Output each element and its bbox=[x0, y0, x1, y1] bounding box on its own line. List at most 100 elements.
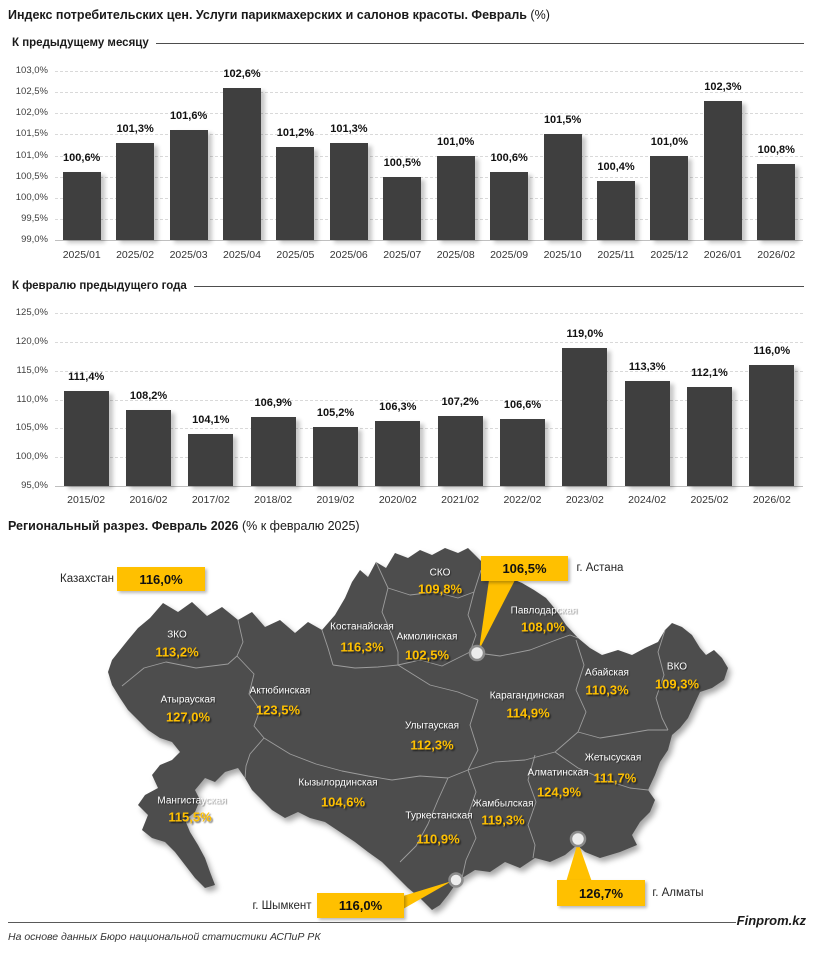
page-title-bold: Индекс потребительских цен. Услуги парик… bbox=[8, 8, 527, 22]
gridline bbox=[55, 313, 803, 314]
region-label: Жетысуская bbox=[584, 752, 642, 764]
bar bbox=[436, 155, 475, 240]
bar-value-label: 101,3% bbox=[116, 122, 154, 135]
map-section-header: Региональный разрез. Февраль 2026 (% к ф… bbox=[8, 519, 360, 533]
bar-value-label: 101,5% bbox=[543, 114, 582, 127]
x-tick-label: 2026/01 bbox=[703, 249, 742, 261]
gridline bbox=[55, 197, 803, 199]
region-label: Мангистауская bbox=[157, 795, 227, 807]
bar bbox=[703, 100, 742, 240]
region-value: 111,7% bbox=[593, 770, 637, 786]
gridline bbox=[55, 370, 803, 372]
kazakhstan-regional-map: Казахстан 116,0% 106,5% г. Астана г. Шым… bbox=[0, 540, 815, 940]
bar bbox=[437, 415, 483, 486]
bar bbox=[169, 130, 208, 240]
shymkent-marker bbox=[448, 872, 464, 888]
x-tick-label: 2025/09 bbox=[490, 249, 529, 261]
region-value: 116,3% bbox=[340, 639, 384, 655]
section-title-monthly: К предыдущему месяцу bbox=[12, 37, 149, 49]
bar-value-label: 119,0% bbox=[566, 327, 604, 340]
region-value: 127,0% bbox=[165, 709, 211, 725]
x-tick-label: 2025/08 bbox=[436, 249, 475, 261]
x-tick-label: 2018/02 bbox=[254, 494, 293, 506]
gridline bbox=[55, 71, 803, 72]
region-value: 124,9% bbox=[536, 784, 582, 800]
shymkent-label: г. Шымкент bbox=[252, 900, 312, 912]
gridline bbox=[55, 92, 803, 94]
bar bbox=[597, 180, 635, 240]
region-label: Павлодарская bbox=[510, 605, 578, 617]
region-value: 119,3% bbox=[481, 812, 525, 828]
bar bbox=[650, 155, 689, 240]
y-tick-label: 102,5% bbox=[15, 86, 48, 98]
x-tick-label: 2025/05 bbox=[276, 249, 315, 261]
page-title: Индекс потребительских цен. Услуги парик… bbox=[8, 8, 550, 22]
bar bbox=[126, 409, 171, 486]
bar bbox=[687, 387, 732, 486]
region-label: Актюбинская bbox=[249, 685, 311, 697]
x-tick-label: 2025/04 bbox=[223, 249, 261, 261]
x-tick-label: 2021/02 bbox=[441, 494, 480, 506]
gridline bbox=[55, 457, 803, 459]
region-value: 109,8% bbox=[417, 581, 463, 597]
bar bbox=[757, 164, 796, 240]
bar bbox=[63, 391, 109, 486]
y-tick-label: 99,0% bbox=[21, 234, 48, 245]
map-title-rest: (% к февралю 2025) bbox=[238, 519, 360, 533]
region-label: Кызылординская bbox=[298, 777, 378, 789]
bar-value-label: 100,6% bbox=[490, 152, 528, 165]
bar-value-label: 112,1% bbox=[691, 367, 728, 380]
x-tick-label: 2025/10 bbox=[543, 249, 582, 261]
gridline bbox=[55, 341, 803, 343]
brand-logo-text: Finprom.kz bbox=[736, 913, 806, 928]
x-tick-label: 2015/02 bbox=[67, 494, 106, 506]
source-note: На основе данных Бюро национальной стати… bbox=[8, 931, 321, 943]
x-tick-label: 2019/02 bbox=[316, 494, 355, 506]
bar bbox=[375, 420, 421, 486]
x-tick-label: 2024/02 bbox=[628, 494, 667, 506]
x-tick-label: 2016/02 bbox=[129, 494, 168, 506]
x-tick-label: 2025/02 bbox=[116, 249, 155, 261]
y-tick-label: 95,0% bbox=[21, 480, 48, 491]
country-label: Казахстан bbox=[60, 573, 114, 585]
x-tick-label: 2022/02 bbox=[503, 494, 542, 506]
gridline bbox=[55, 113, 803, 115]
bar-value-label: 100,6% bbox=[63, 152, 101, 165]
region-label: Алматинская bbox=[527, 767, 589, 779]
bar bbox=[250, 417, 296, 486]
region-value: 113,2% bbox=[155, 644, 199, 660]
bar-value-label: 102,3% bbox=[704, 80, 742, 93]
gridline bbox=[55, 176, 803, 178]
region-value: 112,3% bbox=[410, 737, 454, 753]
bar bbox=[500, 419, 545, 486]
bar bbox=[116, 142, 155, 240]
bar-value-label: 116,0% bbox=[753, 344, 791, 357]
bar-value-label: 107,2% bbox=[441, 395, 479, 408]
y-tick-label: 115,0% bbox=[16, 364, 48, 376]
gridline bbox=[55, 134, 803, 136]
section-title-yearly: К февралю предыдущего года bbox=[12, 280, 187, 292]
bar-value-label: 105,2% bbox=[316, 407, 355, 420]
y-tick-label: 100,0% bbox=[15, 191, 48, 203]
almaty-value-badge: 126,7% bbox=[557, 880, 645, 906]
bar-chart-year-over-year: 95,0% 100,0% 105,0% 110,0% 115,0% 120,0% 125,0… bbox=[0, 300, 815, 512]
gridline bbox=[55, 218, 803, 220]
shymkent-value-badge: 116,0% bbox=[317, 893, 404, 918]
bar bbox=[188, 433, 234, 486]
page-title-units: (%) bbox=[526, 8, 550, 22]
region-label: ВКО bbox=[666, 661, 688, 673]
region-label: ЗКО bbox=[167, 629, 187, 641]
section-header-monthly: К предыдущему месяцу bbox=[12, 37, 804, 49]
bar bbox=[562, 347, 608, 486]
bar-value-label: 101,0% bbox=[650, 135, 689, 148]
region-value: 108,0% bbox=[520, 619, 566, 635]
gridline bbox=[55, 399, 803, 401]
y-tick-label: 100,5% bbox=[15, 170, 48, 182]
bar-value-label: 104,1% bbox=[192, 413, 230, 426]
bar-value-label: 101,6% bbox=[169, 110, 208, 123]
x-tick-label: 2020/02 bbox=[378, 494, 417, 506]
bar bbox=[749, 364, 795, 486]
bar-value-label: 101,2% bbox=[276, 127, 315, 139]
bar-value-label: 100,8% bbox=[757, 144, 795, 156]
region-label: Улытауская bbox=[404, 720, 460, 732]
